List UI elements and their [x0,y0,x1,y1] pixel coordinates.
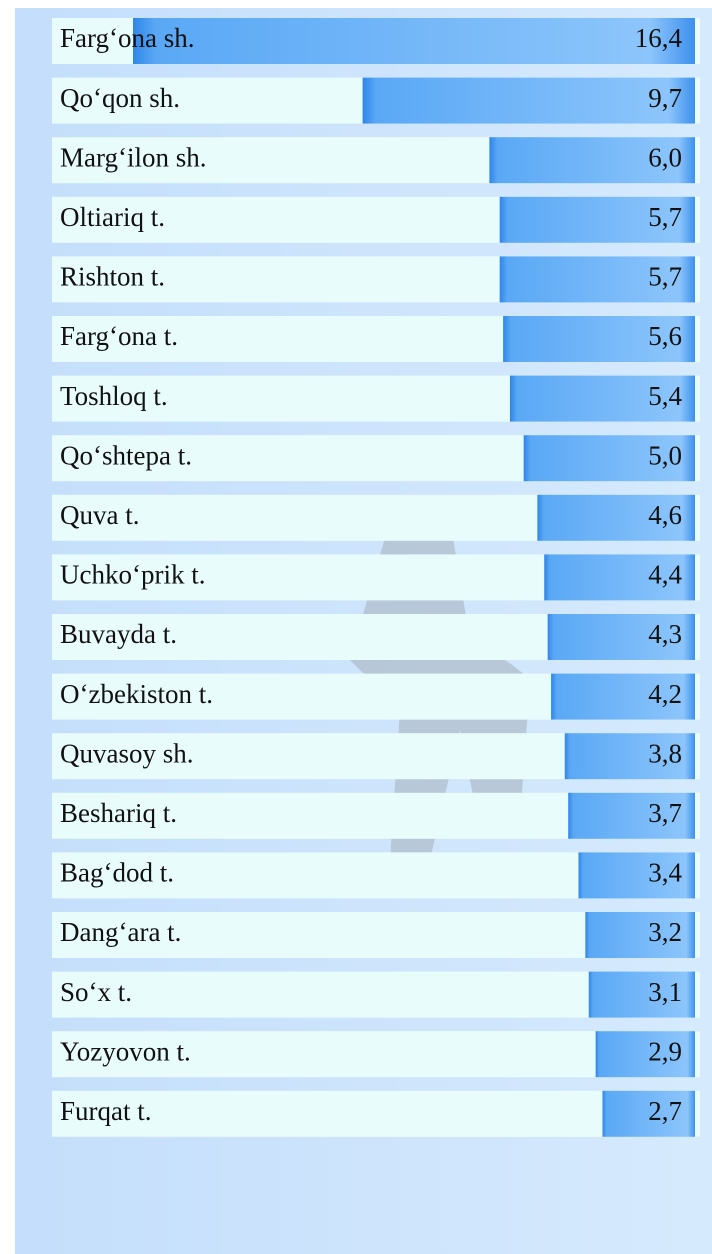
category-label: Farg‘ona sh. [60,23,195,53]
value-label: 6,0 [648,142,682,172]
bar [595,1031,695,1078]
bar [585,912,695,958]
category-label: So‘x t. [60,977,132,1007]
value-label: 2,9 [648,1036,682,1066]
bar [489,137,695,184]
bar [588,971,695,1018]
category-label: Uchko‘prik t. [60,560,205,590]
bar [499,196,695,243]
value-label: 3,7 [648,798,682,828]
bar [362,77,695,124]
category-label: Furqat t. [60,1096,152,1126]
value-label: 9,7 [648,83,682,113]
value-label: 3,2 [648,917,682,947]
bar [602,1090,695,1137]
value-label: 2,7 [648,1096,682,1126]
bar [564,733,695,780]
value-label: 5,6 [648,321,682,351]
category-label: Quva t. [60,500,139,530]
value-label: 5,4 [648,381,682,411]
value-label: 3,1 [648,977,682,1007]
bar [499,256,695,303]
bar [544,554,695,601]
label-box [52,1031,700,1078]
bar [509,375,695,422]
value-label: 3,4 [648,858,682,888]
value-label: 5,0 [648,440,682,470]
category-label: Qo‘qon sh. [60,83,180,113]
category-label: Dang‘ara t. [60,917,181,947]
value-label: 5,7 [648,262,682,292]
category-label: Oltiariq t. [60,202,165,232]
category-label: Qo‘shtepa t. [60,440,192,470]
category-label: Rishton t. [60,262,165,292]
value-label: 16,4 [635,23,683,53]
category-label: Farg‘ona t. [60,321,178,351]
category-label: Quvasoy sh. [60,738,194,768]
category-label: O‘zbekiston t. [60,679,213,709]
value-label: 5,7 [648,202,682,232]
bar [578,852,695,899]
value-label: 4,4 [648,560,682,590]
value-label: 4,3 [648,619,682,649]
value-label: 4,2 [648,679,682,709]
category-label: Yozyovon t. [60,1036,191,1066]
value-label: 3,8 [648,738,682,768]
bar [503,316,695,362]
bar [537,494,695,541]
bar [523,435,695,482]
bar [551,673,695,720]
category-label: Toshloq t. [60,381,168,411]
value-label: 4,6 [648,500,682,530]
bar [547,614,695,660]
category-label: Beshariq t. [60,798,177,828]
bar [133,18,695,64]
category-label: Marg‘ilon sh. [60,142,207,172]
label-box [52,1090,700,1137]
bar [568,792,695,839]
category-label: Bag‘dod t. [60,858,174,888]
category-label: Buvayda t. [60,619,177,649]
